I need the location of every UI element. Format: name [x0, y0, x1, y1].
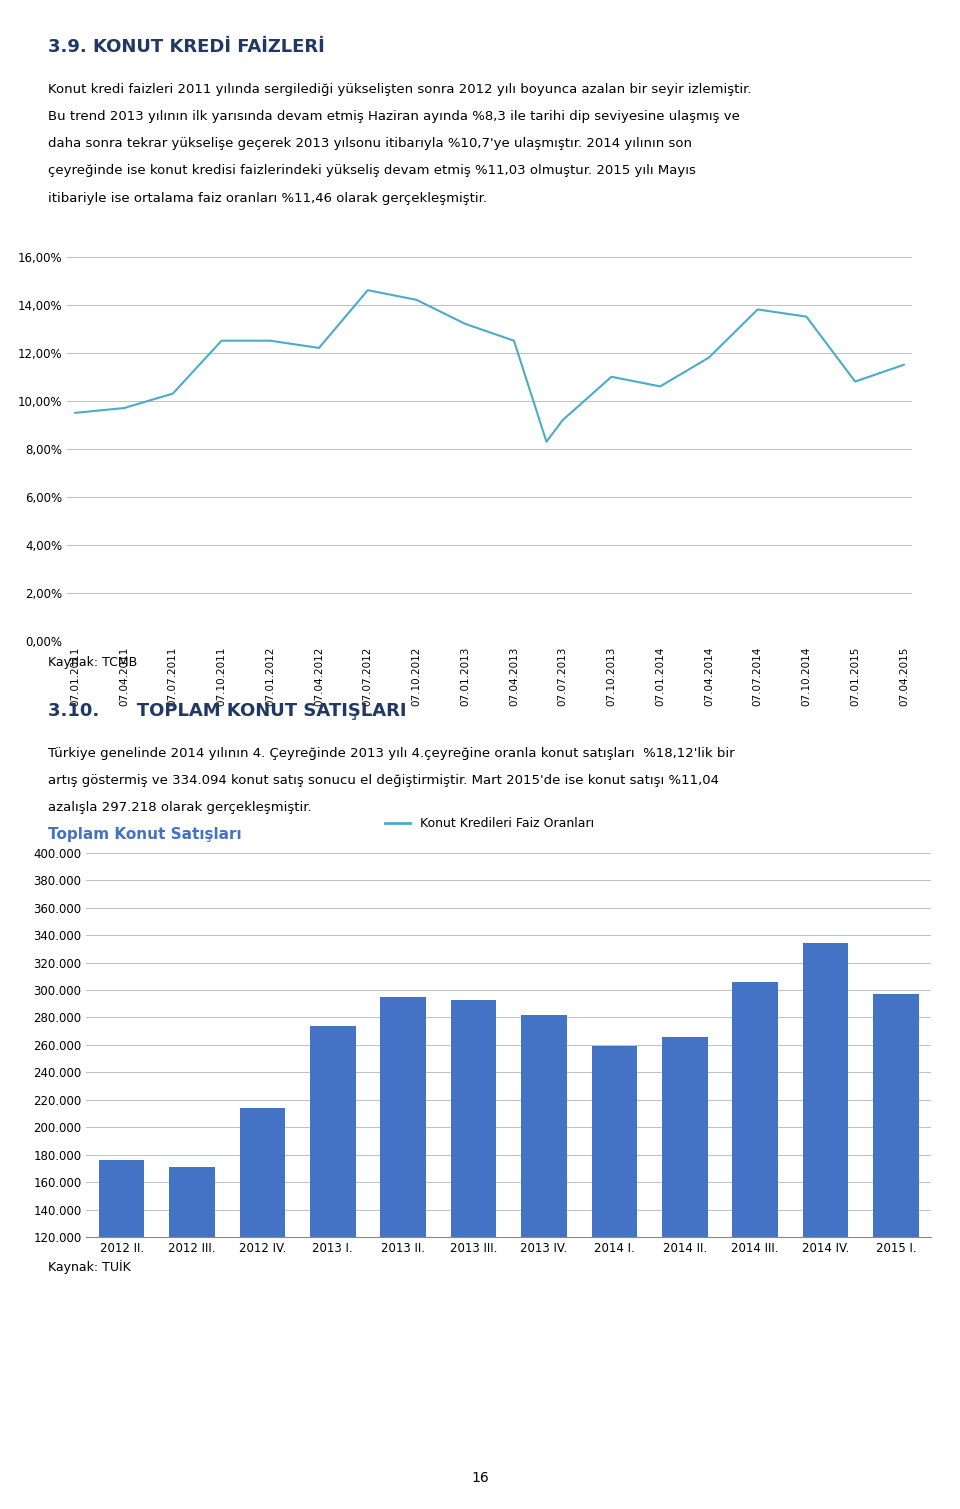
Bar	[239, 1108, 285, 1402]
Text: Kaynak: TUİK: Kaynak: TUİK	[48, 1260, 131, 1274]
Bar	[662, 1037, 708, 1402]
Bar	[310, 1026, 355, 1402]
Text: 3.10.      TOPLAM KONUT SATIŞLARI: 3.10. TOPLAM KONUT SATIŞLARI	[48, 702, 406, 720]
Text: Toplam Konut Satışları: Toplam Konut Satışları	[48, 827, 242, 842]
Bar	[521, 1014, 566, 1402]
Text: Bu trend 2013 yılının ilk yarısında devam etmiş Haziran ayında %8,3 ile tarihi d: Bu trend 2013 yılının ilk yarısında deva…	[48, 110, 740, 124]
Bar	[169, 1168, 215, 1402]
Bar	[732, 982, 778, 1402]
Text: Konut kredi faizleri 2011 yılında sergilediği yükselişten sonra 2012 yılı boyunc: Konut kredi faizleri 2011 yılında sergil…	[48, 83, 752, 97]
Bar	[874, 994, 919, 1402]
Legend: Konut Kredileri Faiz Oranları: Konut Kredileri Faiz Oranları	[380, 812, 599, 834]
Text: 3.9. KONUT KREDİ FAİZLERİ: 3.9. KONUT KREDİ FAİZLERİ	[48, 38, 324, 56]
Text: Kaynak: TCMB: Kaynak: TCMB	[48, 656, 137, 670]
Bar	[591, 1046, 637, 1402]
Text: artış göstermiş ve 334.094 konut satış sonucu el değiştirmiştir. Mart 2015'de is: artış göstermiş ve 334.094 konut satış s…	[48, 774, 719, 788]
Bar	[803, 943, 849, 1402]
Text: Türkiye genelinde 2014 yılının 4. Çeyreğinde 2013 yılı 4.çeyreğine oranla konut : Türkiye genelinde 2014 yılının 4. Çeyreğ…	[48, 747, 734, 761]
Text: 16: 16	[471, 1471, 489, 1485]
Text: itibariyle ise ortalama faiz oranları %11,46 olarak gerçekleşmiştir.: itibariyle ise ortalama faiz oranları %1…	[48, 192, 487, 205]
Text: azalışla 297.218 olarak gerçekleşmiştir.: azalışla 297.218 olarak gerçekleşmiştir.	[48, 801, 312, 815]
Bar	[450, 999, 496, 1402]
Bar	[99, 1160, 144, 1402]
Bar	[380, 997, 426, 1402]
Text: daha sonra tekrar yükselişe geçerek 2013 yılsonu itibarıyla %10,7'ye ulaşmıştır.: daha sonra tekrar yükselişe geçerek 2013…	[48, 137, 692, 151]
Text: çeyreğinde ise konut kredisi faizlerindeki yükseliş devam etmiş %11,03 olmuştur.: çeyreğinde ise konut kredisi faizlerinde…	[48, 164, 696, 178]
